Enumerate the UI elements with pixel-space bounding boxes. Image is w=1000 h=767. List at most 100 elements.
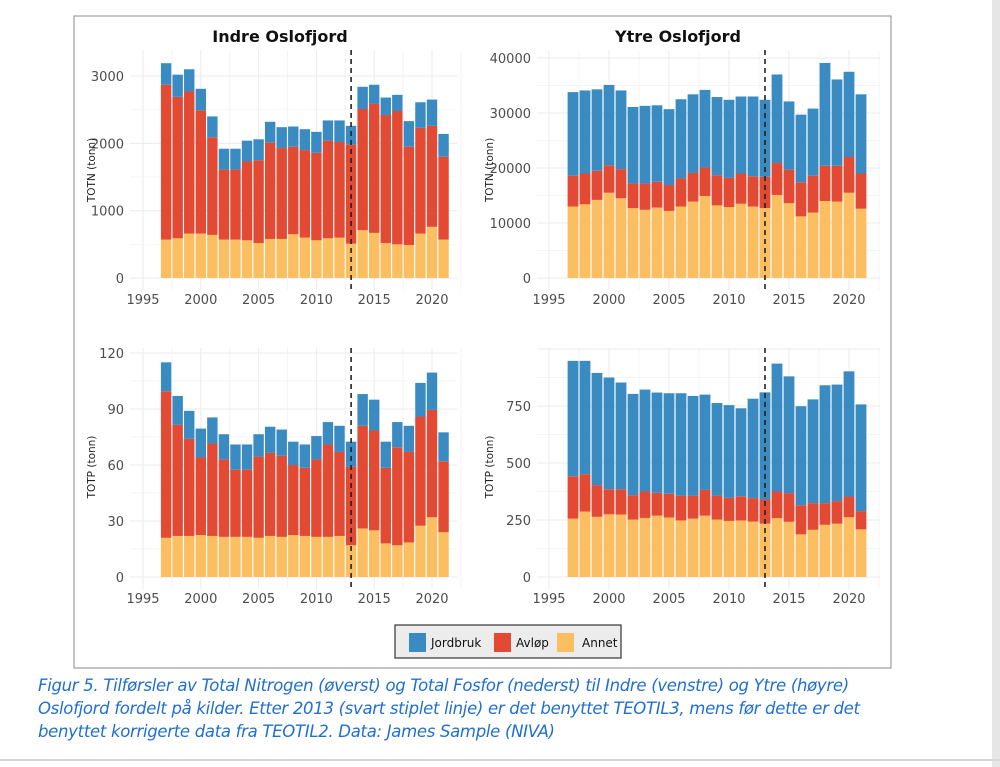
bar-annet-2011: [735, 203, 747, 278]
bar-avlop-2000: [603, 489, 615, 515]
bar-annet-2016: [380, 242, 391, 278]
legend-swatch-jordbruk: [409, 633, 426, 652]
bar-avlop-1998: [172, 424, 183, 536]
x-tick-label: 2015: [772, 592, 805, 607]
bar-annet-2017: [807, 529, 819, 577]
bar-jordbruk-2019: [415, 382, 426, 417]
bar-annet-2006: [675, 520, 687, 577]
bar-jordbruk-2004: [651, 392, 663, 493]
bar-avlop-2003: [230, 169, 241, 240]
x-tick-label: 2020: [832, 592, 865, 607]
bar-avlop-2020: [426, 125, 438, 227]
bar-jordbruk-2004: [241, 444, 253, 470]
legend-label-annet: Annet: [582, 636, 618, 650]
bar-avlop-2008: [288, 146, 299, 235]
y-tick-label: 0: [116, 571, 124, 586]
bar-jordbruk-2008: [288, 441, 299, 465]
bar-avlop-2019: [415, 416, 426, 526]
bar-jordbruk-2009: [299, 444, 311, 468]
bar-avlop-2010: [311, 459, 322, 537]
y-tick-label: 0: [116, 272, 124, 287]
x-tick-label: 2020: [415, 592, 448, 607]
bar-avlop-2016: [795, 505, 807, 535]
bar-annet-2013: [345, 545, 357, 577]
bar-jordbruk-2009: [711, 403, 723, 496]
bar-jordbruk-2000: [195, 428, 207, 458]
bar-jordbruk-2011: [322, 120, 334, 141]
bar-jordbruk-2002: [218, 434, 230, 460]
bar-avlop-1998: [579, 474, 591, 512]
bar-annet-2020: [426, 226, 438, 278]
bar-annet-2002: [627, 208, 639, 278]
bar-avlop-2003: [639, 491, 651, 518]
bar-avlop-2011: [735, 496, 747, 521]
bar-annet-2016: [795, 216, 807, 278]
bar-jordbruk-2016: [380, 97, 391, 116]
bar-avlop-2012: [334, 451, 345, 536]
x-tick-label: 1995: [532, 592, 565, 607]
bar-annet-2009: [711, 519, 723, 577]
y-tick-label: 0: [523, 571, 531, 586]
panels: 1995 2000 2005 2010 2015 20200100020003000199…: [91, 50, 880, 607]
bar-annet-2019: [831, 201, 843, 278]
bar-avlop-2008: [288, 465, 299, 535]
bar-annet-2010: [311, 240, 322, 278]
x-tick-label: 2005: [242, 592, 275, 607]
bar-avlop-1997: [160, 84, 172, 240]
bar-jordbruk-2020: [426, 99, 438, 126]
bar-avlop-2016: [380, 115, 391, 243]
page-scroll-edge: [992, 0, 1000, 767]
bar-jordbruk-2013: [759, 392, 771, 500]
bar-avlop-2009: [711, 175, 723, 206]
bar-jordbruk-2001: [207, 417, 218, 444]
bar-annet-2001: [615, 198, 627, 278]
bar-jordbruk-2005: [663, 109, 675, 186]
bar-annet-2011: [322, 536, 334, 577]
bar-annet-2004: [241, 240, 253, 278]
x-tick-label: 2005: [652, 293, 685, 308]
bar-avlop-2019: [831, 501, 843, 524]
bar-avlop-1998: [579, 173, 591, 205]
bar-jordbruk-2012: [747, 398, 759, 499]
bar-jordbruk-2018: [819, 385, 831, 504]
bar-annet-2004: [651, 207, 663, 278]
bar-avlop-2007: [276, 148, 287, 239]
bar-jordbruk-2016: [795, 406, 807, 506]
bar-annet-2020: [426, 517, 438, 577]
bar-jordbruk-2008: [699, 394, 711, 490]
bar-annet-2009: [711, 205, 723, 278]
bar-jordbruk-2004: [651, 105, 663, 182]
bar-jordbruk-2014: [771, 363, 783, 492]
bar-avlop-1997: [567, 476, 579, 519]
bar-jordbruk-2000: [603, 377, 615, 490]
bar-annet-2005: [663, 210, 675, 278]
y-tick-label: 250: [506, 514, 531, 529]
bar-jordbruk-1998: [579, 90, 591, 174]
y-tick-label: 2000: [91, 137, 124, 152]
x-tick-label: 2020: [415, 293, 448, 308]
bar-jordbruk-2005: [253, 139, 264, 161]
bar-jordbruk-2005: [253, 434, 264, 457]
bar-avlop-2009: [299, 150, 311, 238]
bar-jordbruk-2009: [711, 97, 723, 176]
bar-annet-2009: [299, 237, 311, 278]
x-tick-label: 2015: [772, 293, 805, 308]
bar-annet-2021: [855, 208, 867, 278]
bar-annet-1997: [567, 518, 579, 577]
chart-panel-3: 1995 2000 2005 2010 2015 2020 0 30 60 90 120: [99, 347, 462, 607]
x-tick-label: 2000: [184, 592, 217, 607]
bar-jordbruk-2015: [368, 399, 380, 431]
bar-avlop-2017: [807, 503, 819, 530]
bar-jordbruk-2017: [807, 399, 819, 504]
bar-annet-2006: [264, 238, 276, 278]
bar-avlop-1998: [172, 96, 183, 239]
x-tick-label: 2015: [358, 293, 391, 308]
bar-avlop-2009: [299, 467, 311, 536]
bar-jordbruk-2012: [334, 120, 345, 142]
x-tick-label: 2010: [712, 592, 745, 607]
bar-jordbruk-2000: [603, 84, 615, 166]
bar-avlop-2007: [687, 172, 699, 202]
bar-annet-2012: [747, 206, 759, 278]
bar-jordbruk-2002: [627, 393, 639, 496]
bar-annet-2018: [819, 524, 831, 577]
